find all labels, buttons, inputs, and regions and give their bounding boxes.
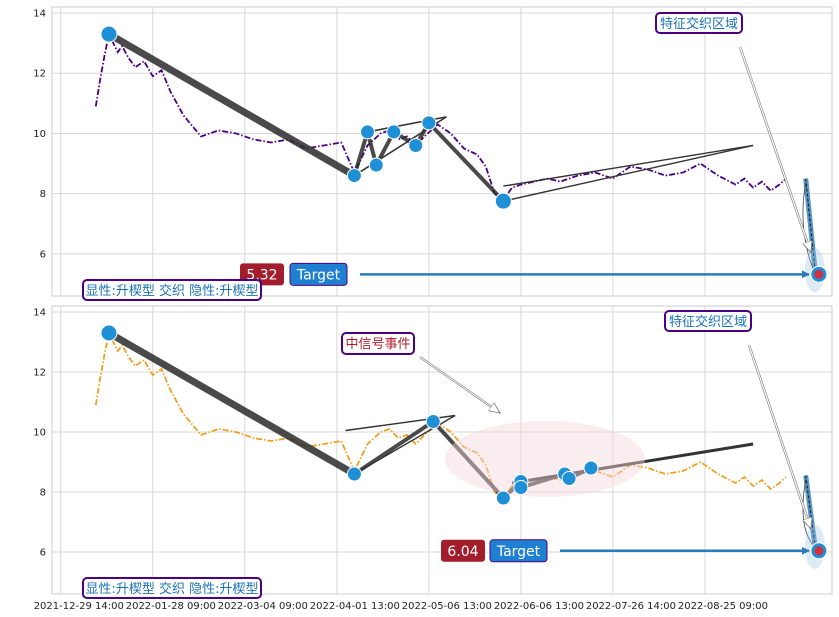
pivot-point — [513, 480, 529, 495]
pivot-point — [100, 25, 118, 43]
y-tick-label: 12 — [33, 368, 46, 379]
signal-zone-ellipse — [444, 421, 645, 497]
pivot-point — [346, 466, 362, 482]
wedge-leg — [352, 419, 436, 476]
pattern-label-box — [82, 577, 262, 599]
wedge-leg — [431, 419, 506, 500]
pivot-point — [495, 490, 511, 506]
x-axis: 2021-12-29 14:00 2022-01-28 09:00 2022-03-… — [34, 601, 768, 612]
pivot-point — [561, 471, 577, 486]
zone-label-box — [664, 310, 752, 332]
zone-arrow-inner — [748, 344, 811, 529]
y-tick-label: 10 — [33, 129, 46, 140]
target-dot-core — [814, 546, 824, 556]
y-tick-label: 12 — [33, 69, 46, 80]
pivot-point — [425, 414, 441, 429]
pivot-point — [368, 157, 384, 173]
forecast-leg-dashed — [805, 178, 816, 269]
channel-line — [503, 144, 754, 202]
pattern-label-box — [82, 279, 262, 301]
channel-line — [511, 442, 754, 485]
y-tick-label: 6 — [40, 249, 46, 260]
x-tick-label: 2022-07-26 14:00 — [586, 601, 676, 612]
pattern-label: 显性:升楔型 交织 隐性:升楔型 — [85, 283, 258, 299]
wedge-leg — [426, 120, 506, 204]
zone-label: 特征交织区域 — [669, 314, 747, 330]
target-value: 6.04 — [447, 544, 478, 560]
signal-label: 中信号事件 — [345, 337, 410, 352]
y-tick-label: 6 — [40, 548, 46, 559]
pivot-point — [100, 324, 118, 342]
y-tick-label: 14 — [33, 308, 46, 319]
target-label: Target — [296, 267, 341, 283]
x-tick-label: 2022-01-28 09:00 — [126, 601, 216, 612]
pivot-point — [360, 124, 376, 140]
pivot-point — [408, 137, 424, 153]
x-tick-label: 2022-05-06 13:00 — [402, 601, 492, 612]
forecast-leg-dashed — [805, 475, 816, 545]
price-line — [94, 31, 787, 201]
x-tick-label: 2022-06-06 13:00 — [494, 601, 584, 612]
pivot-point — [494, 192, 512, 210]
zone-label: 特征交织区域 — [660, 16, 738, 32]
target-label-box — [289, 262, 348, 286]
target-dot-core — [814, 269, 824, 279]
x-tick-label: 2022-04-01 13:00 — [310, 601, 400, 612]
pivot-point — [386, 124, 402, 140]
wedge-leg — [105, 30, 358, 180]
y-tick-label: 10 — [33, 428, 46, 439]
target-value-box — [441, 539, 485, 562]
forecast-curve — [802, 182, 814, 269]
pivot-point — [421, 115, 437, 131]
target-label: Target — [496, 544, 541, 560]
x-tick-label: 2022-08-25 09:00 — [678, 601, 768, 612]
y-tick-label: 8 — [40, 189, 46, 200]
pattern-label: 显性:升楔型 交织 隐性:升楔型 — [85, 581, 258, 597]
zone-label-box — [655, 12, 743, 34]
plot-frame — [51, 6, 833, 297]
channel-line — [503, 144, 754, 187]
y-tick-label: 8 — [40, 488, 46, 499]
target-label-box — [489, 539, 548, 563]
pivot-point — [583, 460, 599, 476]
signal-label-box — [341, 332, 415, 355]
wedge-leg — [352, 129, 370, 178]
x-tick-label: 2022-03-04 09:00 — [218, 601, 308, 612]
signal-arrow-inner — [419, 356, 500, 413]
pivot-point — [346, 168, 362, 184]
x-tick-label: 2021-12-29 14:00 — [34, 601, 124, 612]
zone-arrow-inner — [739, 46, 811, 252]
price-line — [94, 330, 787, 500]
y-tick-label: 14 — [33, 9, 46, 20]
wedge-leg — [105, 329, 358, 478]
